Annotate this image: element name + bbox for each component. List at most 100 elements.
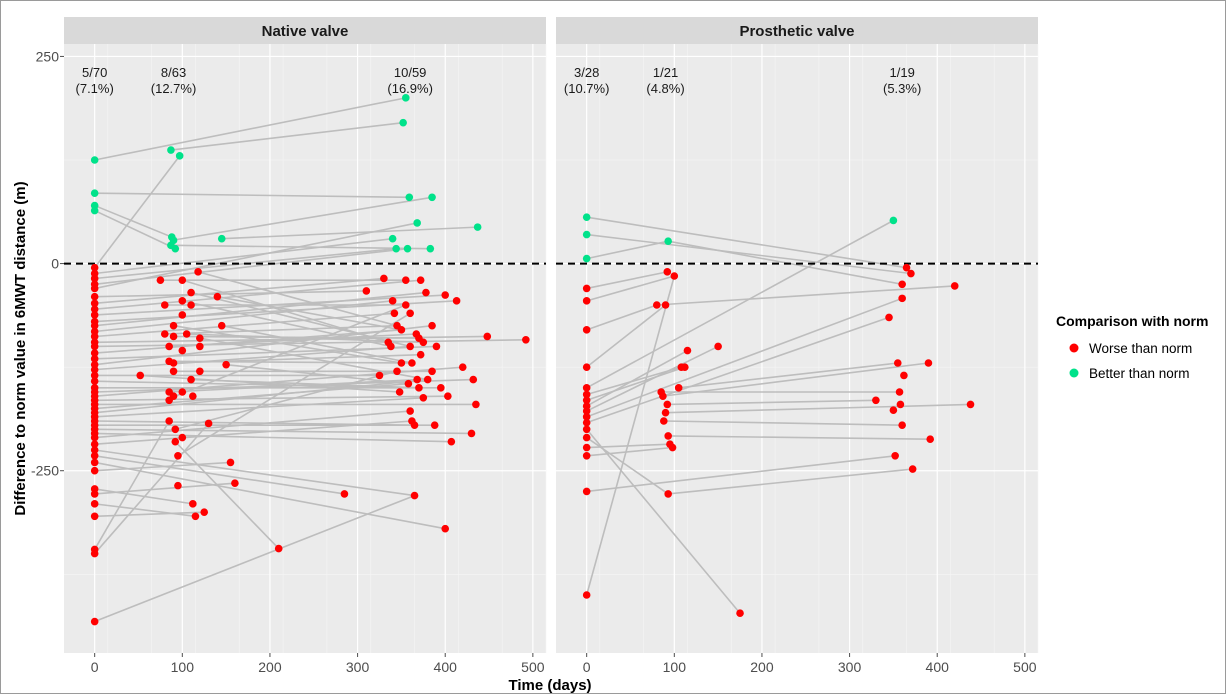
- connecting-line: [586, 446, 673, 457]
- annotation-percent: (12.7%): [151, 81, 197, 96]
- data-point-worse: [582, 433, 591, 442]
- data-point-better: [90, 206, 99, 215]
- connecting-line: [94, 329, 402, 354]
- annotation-percent: (4.8%): [646, 81, 684, 96]
- data-point-worse: [413, 375, 421, 384]
- connecting-line: [94, 455, 345, 495]
- connecting-line: [226, 363, 409, 385]
- x-tick-label: 0: [91, 659, 99, 675]
- data-point-worse: [90, 332, 99, 341]
- data-point-worse: [406, 342, 414, 351]
- connecting-line: [94, 290, 367, 298]
- data-point-worse: [428, 321, 436, 330]
- x-tick-label: 300: [346, 659, 370, 675]
- data-point-worse: [165, 342, 173, 351]
- connecting-line: [94, 382, 409, 410]
- data-point-worse: [171, 425, 180, 434]
- data-point-worse: [898, 280, 906, 289]
- data-point-worse: [896, 400, 905, 409]
- data-point-worse: [898, 421, 906, 429]
- legend-title: Comparison with norm: [1056, 313, 1208, 329]
- data-point-worse: [90, 371, 99, 380]
- data-point-worse: [664, 432, 672, 440]
- data-point-worse: [169, 359, 178, 367]
- data-point-worse: [582, 326, 591, 334]
- panel-background: [556, 44, 1038, 653]
- connecting-line: [586, 304, 667, 368]
- data-point-worse: [380, 274, 388, 283]
- data-point-worse: [90, 263, 99, 272]
- data-point-worse: [582, 443, 591, 452]
- data-point-worse: [900, 371, 908, 380]
- data-point-worse: [160, 301, 169, 309]
- data-point-better: [399, 118, 407, 127]
- data-point-worse: [659, 417, 668, 425]
- data-point-worse: [90, 490, 99, 498]
- connecting-line: [586, 316, 890, 424]
- data-point-worse: [582, 384, 591, 392]
- data-point-worse: [200, 508, 209, 516]
- connecting-line: [190, 291, 411, 348]
- connecting-line: [94, 279, 421, 310]
- connecting-line: [94, 428, 472, 435]
- data-point-worse: [582, 390, 591, 399]
- data-point-worse: [196, 367, 204, 376]
- data-point-worse: [375, 371, 384, 380]
- data-point-worse: [90, 292, 99, 301]
- data-point-worse: [582, 297, 591, 305]
- annotation-count: 1/21: [653, 65, 678, 80]
- legend-marker-better: [1069, 368, 1079, 378]
- annotation-percent: (10.7%): [564, 81, 610, 96]
- data-point-worse: [90, 274, 99, 283]
- connecting-line: [586, 366, 686, 402]
- data-point-worse: [401, 276, 410, 284]
- data-point-worse: [390, 309, 399, 318]
- connecting-line: [586, 304, 658, 331]
- data-point-better: [582, 213, 591, 221]
- data-point-worse: [90, 311, 99, 319]
- connecting-line: [586, 240, 669, 260]
- data-point-worse: [397, 326, 406, 334]
- data-point-worse: [663, 400, 672, 409]
- connecting-line: [94, 422, 210, 555]
- data-point-worse: [681, 363, 689, 371]
- connecting-line: [170, 121, 404, 151]
- data-point-worse: [966, 400, 975, 409]
- annotation-count: 8/63: [161, 65, 186, 80]
- data-point-worse: [664, 490, 672, 498]
- data-point-worse: [178, 297, 187, 305]
- data-point-worse: [178, 311, 187, 319]
- facet-strip: [64, 17, 546, 44]
- data-point-worse: [924, 359, 933, 367]
- connecting-line: [175, 370, 398, 431]
- data-point-worse: [222, 360, 230, 369]
- x-tick-label: 500: [521, 659, 545, 675]
- data-point-better: [426, 244, 435, 253]
- data-point-worse: [522, 336, 530, 344]
- connecting-line: [94, 482, 235, 495]
- data-point-worse: [668, 443, 677, 452]
- data-point-worse: [165, 417, 173, 425]
- data-point-worse: [736, 609, 744, 618]
- connecting-line: [182, 300, 392, 348]
- data-point-worse: [388, 297, 397, 305]
- data-point-worse: [895, 388, 904, 396]
- connecting-line: [94, 511, 205, 518]
- data-point-worse: [169, 367, 178, 376]
- connecting-line: [586, 216, 907, 269]
- data-point-worse: [582, 425, 591, 434]
- data-point-worse: [90, 355, 99, 363]
- data-point-worse: [582, 452, 591, 460]
- data-point-worse: [90, 440, 99, 449]
- data-point-better: [413, 219, 421, 227]
- data-point-worse: [90, 617, 99, 626]
- data-point-worse: [204, 419, 213, 428]
- connecting-line: [171, 196, 433, 242]
- data-point-worse: [467, 429, 476, 438]
- data-point-worse: [416, 350, 425, 359]
- connecting-line: [94, 237, 393, 275]
- connecting-line: [94, 222, 418, 290]
- data-point-worse: [908, 465, 917, 473]
- data-point-worse: [926, 435, 935, 444]
